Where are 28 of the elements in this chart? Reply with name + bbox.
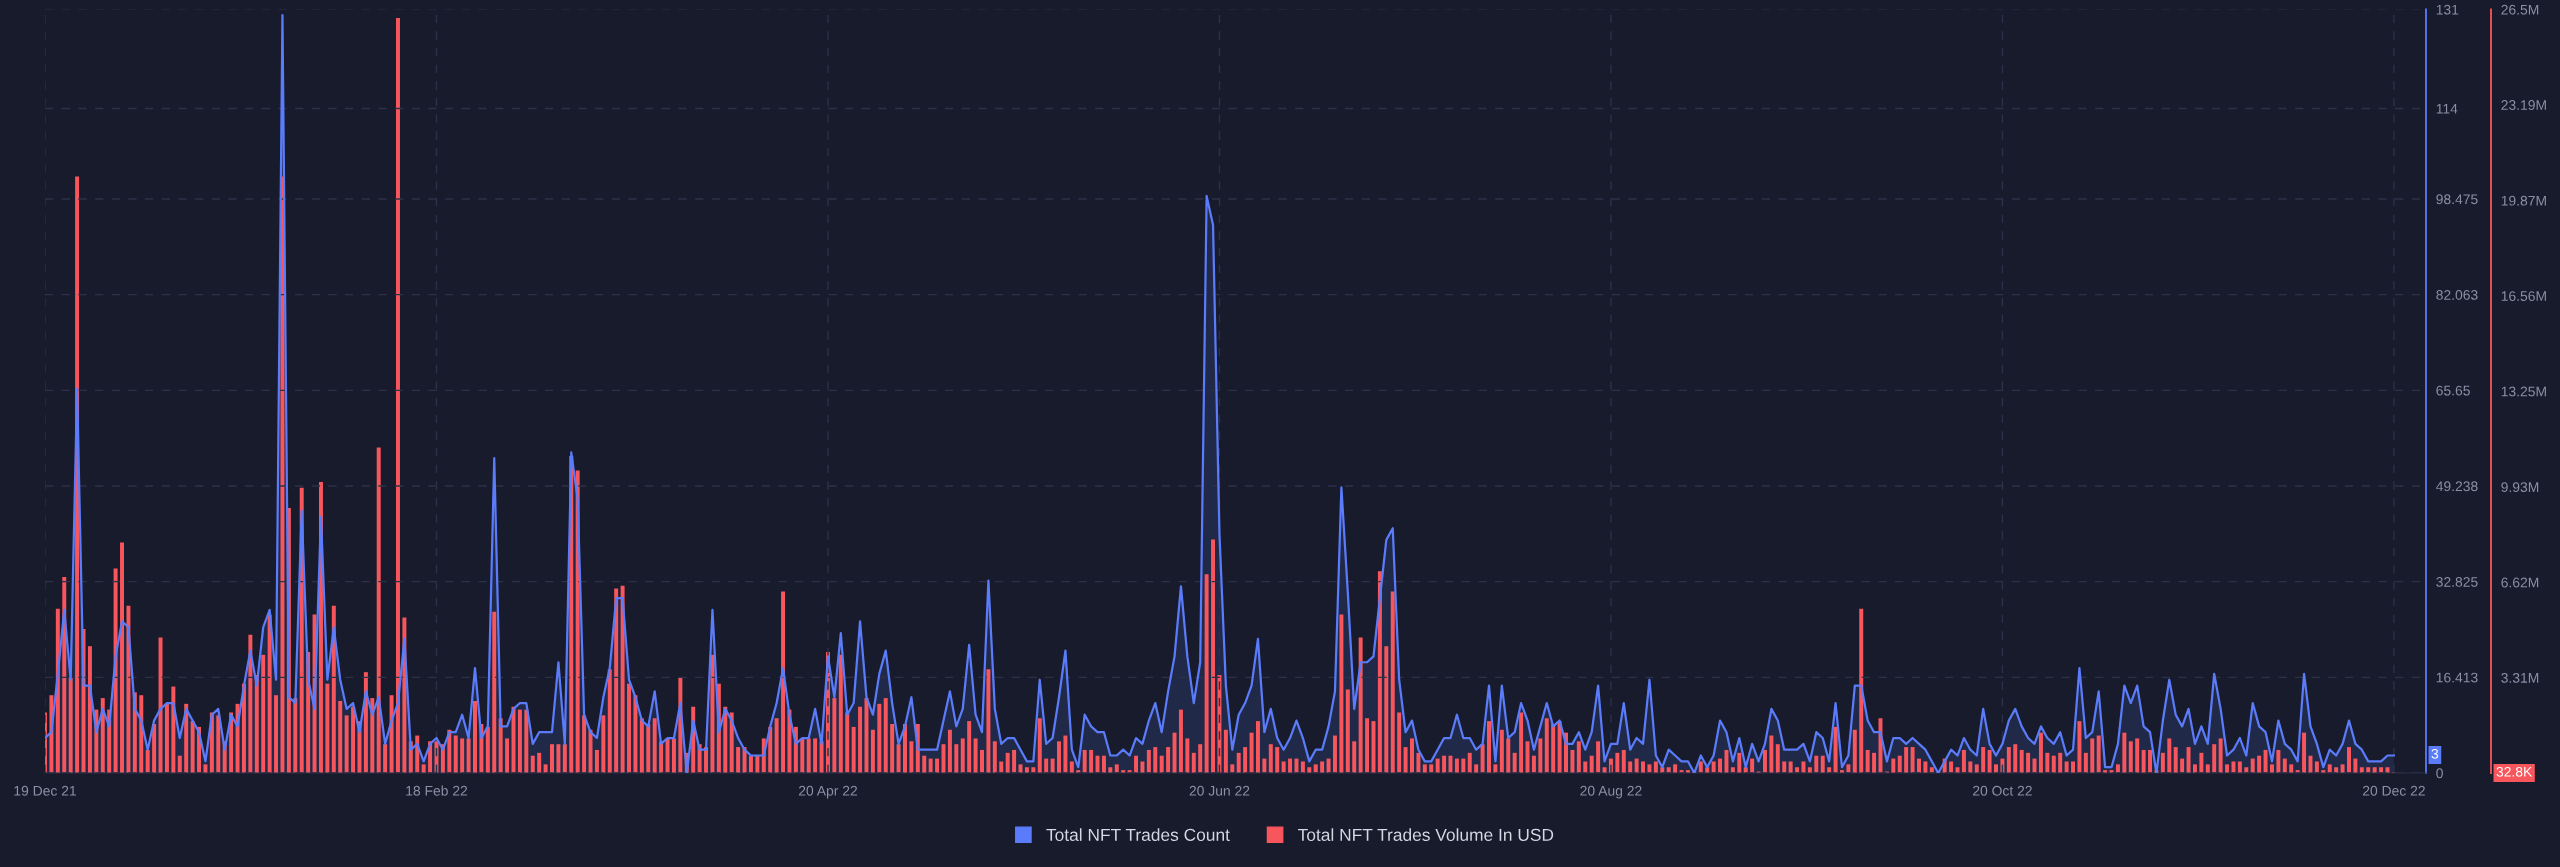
y2-tick-label: 19.87M — [2501, 195, 2546, 206]
x-tick-label: 20 Jun 22 — [1189, 785, 1250, 796]
text: 32.8K — [2496, 766, 2533, 777]
y-tick-label: 98.475 — [2436, 194, 2478, 205]
y-tick-label: 32.825 — [2436, 577, 2478, 587]
y-tick-label: 82.063 — [2436, 289, 2478, 300]
y2-tick-label: 23.19M — [2501, 100, 2546, 110]
x-tick-label: 20 Aug 22 — [1580, 785, 1642, 799]
y2-tick-label: 13.25M — [2501, 386, 2546, 397]
y-tick-label: 131 — [2436, 4, 2459, 15]
x-tick-label: 19 Dec 21 — [14, 785, 76, 796]
x-tick-label: 20 Apr 22 — [798, 785, 858, 799]
y2-tick-label: 6.62M — [2501, 577, 2539, 588]
x-tick-label: 18 Feb 22 — [406, 785, 468, 796]
y-tick-label: 65.65 — [2436, 385, 2470, 396]
y-tick-label: 16.413 — [2436, 672, 2478, 683]
legend-label: Total NFT Trades Count — [1046, 828, 1230, 842]
y2-tick-label: 9.93M — [2501, 482, 2539, 493]
y-tick-label: 114 — [2436, 103, 2458, 114]
y2-tick-label: 16.56M — [2501, 291, 2546, 301]
x-tick-label: 20 Oct 22 — [1973, 785, 2032, 796]
x-tick-label: 20 Dec 22 — [2362, 785, 2425, 796]
y2-tick-label: 26.5M — [2501, 4, 2539, 15]
y-tick-label: 0 — [2436, 768, 2443, 779]
y-tick-label: 49.238 — [2436, 481, 2478, 492]
y2-tick-label: 3.31M — [2501, 672, 2539, 683]
text: 3 — [2431, 748, 2439, 759]
legend-label: Total NFT Trades Volume In USD — [1298, 828, 1554, 842]
